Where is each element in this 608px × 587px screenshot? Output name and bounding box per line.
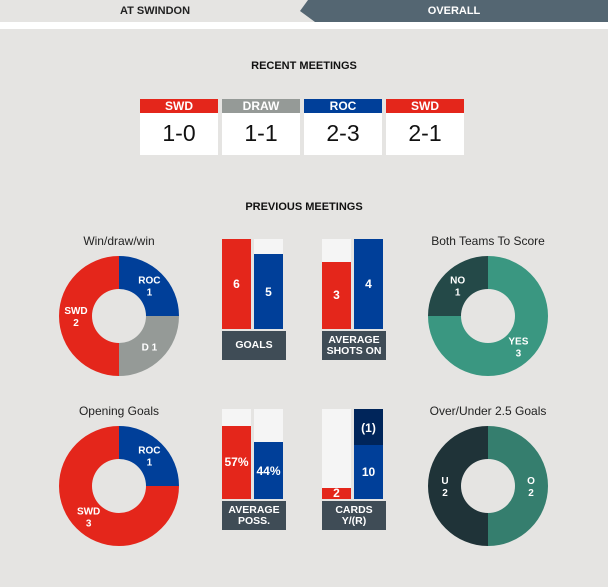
recent-match-card: DRAW 1-1 (222, 99, 300, 155)
away-bar (354, 445, 383, 499)
tab-overall[interactable]: OVERALL (300, 0, 608, 22)
bar-value: 10 (361, 465, 376, 479)
donut-chart: YES 3 NO 1 (428, 256, 548, 376)
donut-title: Both Teams To Score (431, 234, 545, 248)
home-bar (222, 425, 251, 499)
home-bar (222, 239, 251, 329)
away-bar (254, 254, 283, 329)
donut-chart: ROC 1 SWD 3 (59, 426, 179, 546)
donut-label: NO 1 (450, 276, 465, 299)
donut-label: ROC 1 (138, 276, 160, 299)
recent-match-card: ROC 2-3 (304, 99, 382, 155)
donut-chart: O 2 U 2 (428, 426, 548, 546)
bar-value: 2 (333, 486, 340, 500)
recent-meetings-title: RECENT MEETINGS (251, 60, 357, 72)
donut-title: Opening Goals (78, 404, 160, 418)
bar-chart-label: AVERAGE POSS. (222, 501, 286, 530)
away-bar (354, 239, 383, 329)
away-bar (254, 442, 283, 499)
donut-segment-u (428, 426, 488, 546)
donut-segment-no (428, 256, 488, 316)
tab-at-swindon[interactable]: AT SWINDON (119, 5, 191, 17)
donut-segment-d (119, 316, 179, 376)
donut-segment-swd (59, 256, 119, 376)
match-result: DRAW (222, 99, 300, 113)
donut-label: SWD 3 (77, 506, 100, 529)
bar-chart-label: AVERAGE SHOTS ON (322, 331, 386, 360)
bar-chart-label: GOALS (222, 331, 286, 360)
donut-segment-roc (119, 256, 179, 316)
bar-background (322, 409, 351, 499)
donut-segment-o (488, 426, 548, 546)
bar-value: 4 (365, 277, 372, 291)
match-result: ROC (304, 99, 382, 113)
recent-match-card: SWD 1-0 (140, 99, 218, 155)
bar-value: 5 (265, 284, 272, 299)
away-red-bar (354, 409, 383, 445)
bar-chart-label: CARDS Y/(R) (322, 501, 386, 530)
bar-value: 3 (333, 288, 340, 303)
donut-title: Win/draw/win (83, 234, 155, 248)
bar-value: 44% (256, 463, 281, 478)
bar-value: 57% (224, 455, 249, 470)
previous-meetings-title: PREVIOUS MEETINGS (245, 201, 363, 213)
donut-segment-yes (428, 256, 548, 376)
home-bar (322, 487, 351, 499)
match-result: SWD (140, 99, 218, 113)
match-score: 2-3 (326, 120, 360, 146)
divider (0, 22, 608, 29)
donut-chart: ROC 1 D 1 SWD 2 (59, 256, 179, 376)
donut-label: ROC 1 (138, 446, 160, 469)
donut-segment-swd (59, 426, 179, 546)
bar-value: 6 (233, 277, 240, 291)
donut-label: D 1 (142, 342, 158, 353)
recent-match-card: SWD 2-1 (386, 99, 464, 155)
donut-label: SWD 2 (64, 306, 87, 329)
donut-title: Over/Under 2.5 Goals (429, 404, 547, 418)
match-score: 1-0 (162, 120, 196, 146)
donut-segment-roc (119, 426, 179, 486)
match-score: 1-1 (244, 120, 278, 146)
match-result: SWD (386, 99, 464, 113)
donut-label: YES 3 (508, 336, 528, 359)
home-bar (322, 261, 351, 329)
match-score: 2-1 (408, 120, 442, 146)
bar-value: (1) (361, 421, 376, 435)
